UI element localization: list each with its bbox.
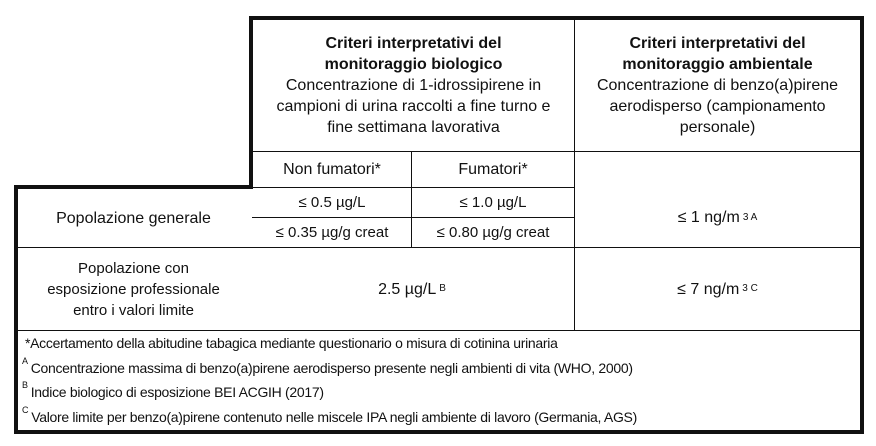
cell-nonsmokers-L: ≤ 0.5 µg/L [298,194,366,211]
row-label-general: Popolazione generale [56,209,211,227]
header-non-smokers: Non fumatori* [283,161,381,178]
footnote: *Accertamento della abitudine tabagica m… [22,331,637,356]
cell-smokers-creat: ≤ 0.80 µg/g creat [436,224,550,241]
env-value: ≤ 7 ng/m [677,280,740,298]
header-biological: Criteri interpretativi del monitoraggio … [253,20,574,151]
env-title: Criteri interpretativi del monitoraggio … [622,35,813,73]
bio-value: 2.5 µg/L [378,280,437,298]
footnote-mark: A [22,355,28,366]
cell-nonsmokers-creat: ≤ 0.35 µg/g creat [275,224,389,241]
row-label-professional: Popolazione con esposizione professional… [18,248,249,330]
header-smokers: Fumatori* [458,161,528,178]
bio-title: Criteri interpretativi del monitoraggio … [324,35,503,73]
footnote-text: Indice biologico di esposizione BEI ACGI… [30,384,324,400]
footnote-text: Valore limite per benzo(a)pirene contenu… [31,408,637,425]
row-label-text: Popolazione con esposizione professional… [47,259,220,319]
footnote: A Concentrazione massima di benzo(a)piren… [22,356,637,381]
env-desc: Concentrazione di benzo(a)pirene aerodis… [596,77,839,136]
footnote-text: Concentrazione massima di benzo(a)pirene… [30,359,633,376]
cell-bio-professional: 2.5 µg/L B [250,248,574,330]
env-sup: 3 C [742,283,758,294]
footnote: C Valore limite per benzo(a)pirene conten… [22,405,637,430]
env-sup: 3 A [742,211,758,223]
footnotes: *Accertamento della abitudine tabagica m… [22,331,637,429]
cell-smokers-L: ≤ 1.0 µg/L [459,194,527,211]
footnote-mark: B [22,380,28,390]
cell-env-general: ≤ 1 ng/m 3 A [575,188,860,247]
cell-env-professional: ≤ 7 ng/m 3 C [575,248,860,330]
footnote-mark: C [22,404,29,415]
bio-sup: B [439,283,446,294]
footnote-text: *Accertamento della abitudine tabagica m… [25,335,558,351]
env-value: ≤ 1 ng/m [677,209,740,226]
bio-desc: Concentrazione di 1-idrossipirene in cam… [276,77,551,136]
footnote: B Indice biologico di esposizione BEI ACG… [22,380,637,405]
header-environmental: Criteri interpretativi del monitoraggio … [575,20,860,151]
